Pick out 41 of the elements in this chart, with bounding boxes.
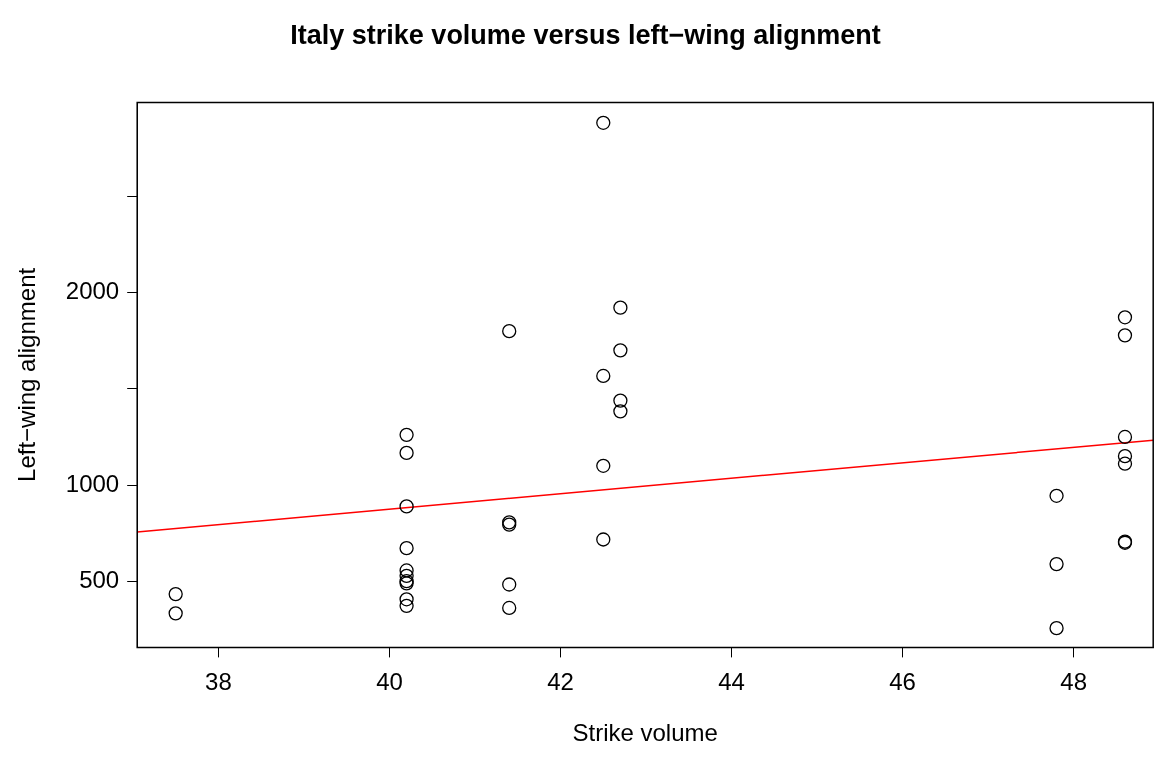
point [1117,310,1133,325]
point [1049,621,1064,636]
point [168,586,183,602]
y-tick-label: 1000 [65,469,120,497]
x-axis-title: Strike volume [572,719,718,747]
point [502,323,517,339]
point [596,115,611,130]
point [1049,556,1064,572]
x-tick-label: 40 [376,668,403,696]
y-tick-label: 2000 [65,277,120,305]
point [1117,328,1133,343]
point [1117,429,1133,445]
point [399,563,414,578]
point [399,445,414,461]
point [399,598,414,613]
x-tick-label: 46 [889,668,916,696]
point [399,592,414,607]
point [399,568,414,583]
point [399,427,414,442]
y-axis-title: Left−wing alignment [13,267,41,482]
point [596,532,611,547]
point [399,499,414,514]
point [613,300,628,315]
point [1049,488,1064,503]
x-tick-label: 44 [718,668,745,696]
point [613,404,628,419]
point [613,393,628,408]
point [596,458,611,473]
point [168,606,183,621]
chart-title: Italy strike volume versus left−wing alignment [290,19,881,50]
point [596,368,611,384]
point [1117,456,1133,471]
x-tick-label: 38 [205,668,232,696]
point [613,343,628,358]
x-tick-label: 42 [547,668,574,696]
point [502,577,517,592]
x-tick-label: 48 [1060,668,1088,696]
point [502,600,517,616]
y-tick-label: 500 [79,565,120,593]
point [1117,449,1133,464]
point [399,540,414,556]
